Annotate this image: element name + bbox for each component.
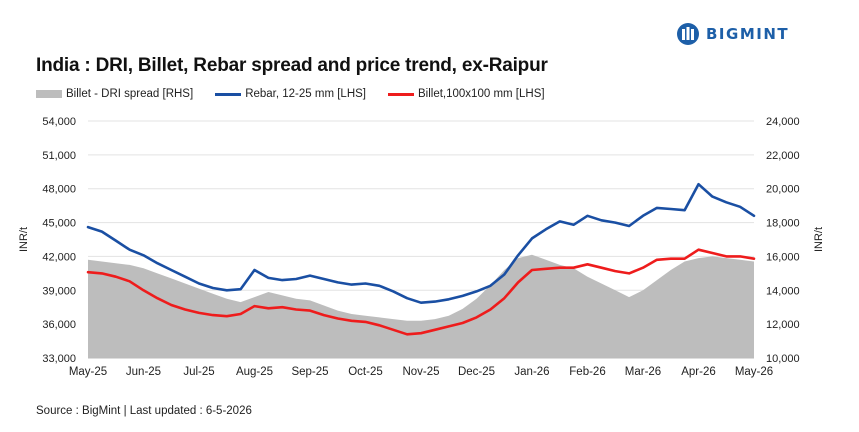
y-tick-label-right: 14,000 [766,285,800,297]
y-axis-title-left: INR/t [18,227,30,252]
legend-swatch-rebar [215,92,242,96]
legend-item-spread: Billet - DRI spread [RHS] [36,88,193,100]
chart-svg: 33,000 10,000 36,000 12,000 39,000 14,000 42,0… [18,116,825,378]
y-tick-label-right: 22,000 [766,150,800,162]
y-tick-label-right: 10,000 [766,353,800,365]
brand-logo: BIGMINT [676,22,789,46]
x-tick-label: Jul-25 [183,366,214,378]
y-tick-label-left: 51,000 [42,150,76,162]
y-tick-label-left: 45,000 [42,218,76,230]
x-tick-label: May-26 [735,366,773,378]
y-axis-title-right: INR/t [813,227,825,252]
series-line-rebar [86,182,756,304]
source-note: Source : BigMint | Last updated : 6-5-20… [36,405,252,417]
x-tick-label: Sep-25 [291,366,328,378]
x-tick-label: Mar-26 [625,366,661,378]
legend-label-billet: Billet,100x100 mm [LHS] [418,88,545,100]
chart-title: India : DRI, Billet, Rebar spread and pr… [36,55,548,76]
y-tick-label-right: 20,000 [766,184,800,196]
x-tick-label: Oct-25 [348,366,383,378]
series-line-billet [86,248,756,336]
x-tick-label: Aug-25 [236,366,273,378]
y-tick-label-left: 33,000 [42,353,76,365]
x-tick-label: May-25 [69,366,107,378]
logo-text: BIGMINT [706,25,790,43]
y-tick-label-left: 36,000 [42,319,76,331]
y-tick-label-right: 16,000 [766,251,800,263]
legend-swatch-spread [36,90,62,98]
y-tick-label-left: 48,000 [42,184,76,196]
bigmint-logo-icon [677,23,699,45]
y-tick-label-left: 54,000 [42,116,76,128]
y-tick-label-right: 12,000 [766,319,800,331]
legend-item-rebar: Rebar, 12-25 mm [LHS] [215,88,366,100]
legend-swatch-billet [388,92,414,96]
legend-label-spread: Billet - DRI spread [RHS] [66,88,194,100]
chart-area: 33,000 10,000 36,000 12,000 39,000 14,000 42,0… [0,108,859,403]
x-tick-label: Jan-26 [514,366,549,378]
x-tick-label: Apr-26 [681,366,716,378]
legend-item-billet: Billet,100x100 mm [LHS] [388,88,545,100]
y-tick-label-right: 18,000 [766,218,800,230]
x-tick-label: Feb-26 [569,366,605,378]
x-tick-label: Jun-25 [126,366,161,378]
chart-legend: Billet - DRI spread [RHS] Rebar, 12-25 m… [36,88,567,100]
series-area-spread [88,254,754,358]
y-tick-label-right: 24,000 [766,116,800,128]
legend-label-rebar: Rebar, 12-25 mm [LHS] [245,88,366,100]
y-tick-label-left: 42,000 [42,251,76,263]
y-tick-label-left: 39,000 [42,285,76,297]
x-tick-label: Dec-25 [458,366,495,378]
x-tick-label: Nov-25 [402,366,439,378]
